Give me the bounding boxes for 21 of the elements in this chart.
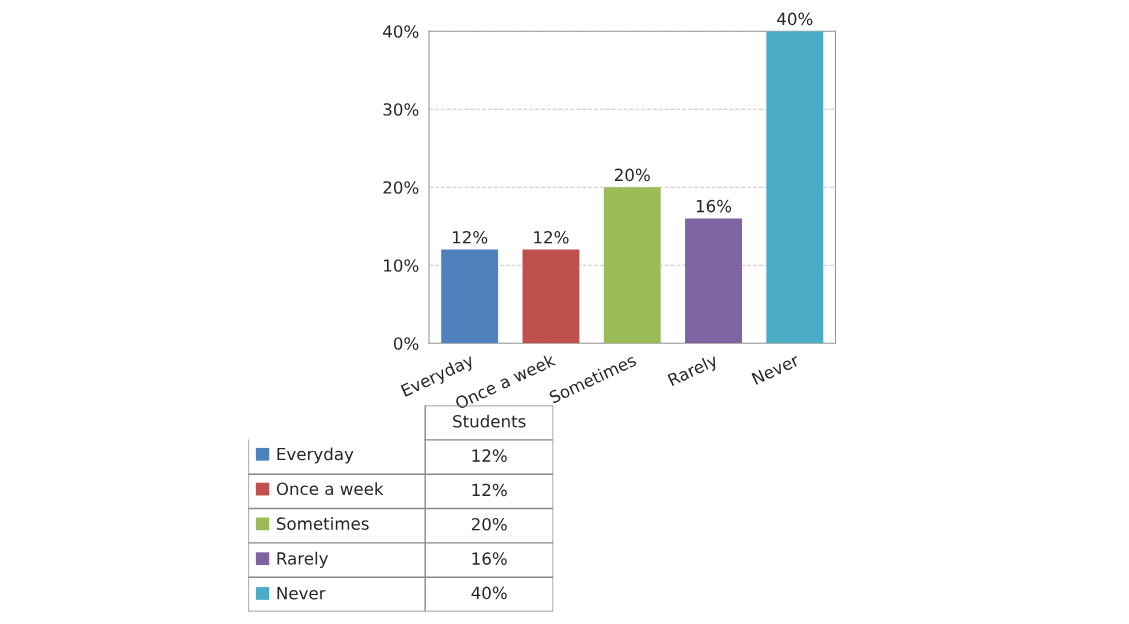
data-label: 12% — [452, 230, 488, 244]
y-tick-label: 0% — [393, 337, 419, 350]
y-tick-label: 10% — [384, 259, 419, 272]
text: 16% — [472, 552, 507, 565]
data-label: 12% — [534, 230, 569, 244]
category-label: Sometimes — [276, 517, 369, 530]
category-label: Once a week — [276, 482, 384, 496]
text: 40% — [471, 586, 507, 600]
text: Students — [453, 414, 526, 428]
y-tick-label: 40% — [383, 25, 419, 38]
category-label: Never — [277, 587, 326, 600]
y-tick-label: 30% — [383, 103, 419, 116]
data-label: 16% — [696, 199, 732, 213]
category-label: Everyday — [277, 447, 354, 464]
text: 12% — [472, 483, 507, 497]
data-label: 40% — [777, 12, 813, 26]
text: 12% — [472, 449, 507, 462]
y-tick-label: 20% — [383, 181, 419, 194]
data-label: 20% — [614, 168, 650, 182]
category-label: Rarely — [277, 551, 329, 568]
text: 20% — [471, 517, 507, 531]
